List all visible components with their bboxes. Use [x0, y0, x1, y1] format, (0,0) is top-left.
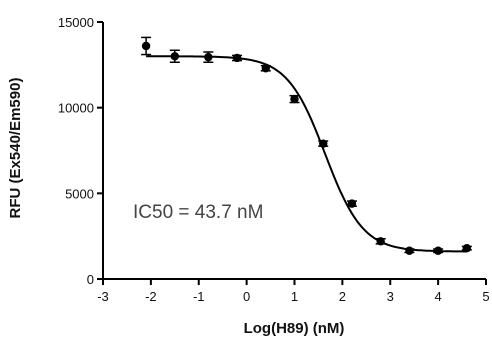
x-tick-label: 1 — [291, 289, 298, 304]
y-ticks: 0 5000 10000 15000 — [58, 15, 103, 287]
data-point — [204, 52, 213, 62]
x-ticks: -3 -2 -1 0 1 2 3 4 5 — [97, 279, 490, 304]
x-tick-label: -3 — [97, 289, 109, 304]
y-axis-title: RFU (Ex540/Em590) — [7, 78, 24, 219]
y-tick-label: 5000 — [65, 186, 94, 201]
x-tick-label: 5 — [482, 289, 489, 304]
data-point — [376, 237, 385, 246]
x-tick-label: 2 — [339, 289, 346, 304]
data-point — [405, 246, 414, 255]
data-point — [261, 64, 270, 73]
data-point — [433, 246, 443, 255]
x-tick-label: -1 — [193, 289, 205, 304]
x-tick-label: 3 — [387, 289, 394, 304]
x-axis-title: Log(H89) (nM) — [244, 320, 345, 337]
data-point — [290, 94, 299, 104]
data-point — [462, 243, 472, 253]
data-point — [232, 53, 242, 63]
data-points — [141, 36, 472, 255]
data-point — [170, 52, 180, 61]
y-tick-label: 10000 — [58, 101, 94, 116]
data-point — [319, 139, 328, 148]
ic50-annotation: IC50 = 43.7 nM — [133, 202, 263, 223]
axes — [102, 22, 486, 280]
data-point — [141, 41, 151, 51]
x-tick-label: 4 — [435, 289, 442, 304]
data-point — [347, 199, 357, 208]
x-tick-label: -2 — [145, 289, 157, 304]
y-tick-label: 15000 — [58, 15, 94, 30]
x-tick-label: 0 — [243, 289, 250, 304]
y-tick-label: 0 — [87, 272, 94, 287]
